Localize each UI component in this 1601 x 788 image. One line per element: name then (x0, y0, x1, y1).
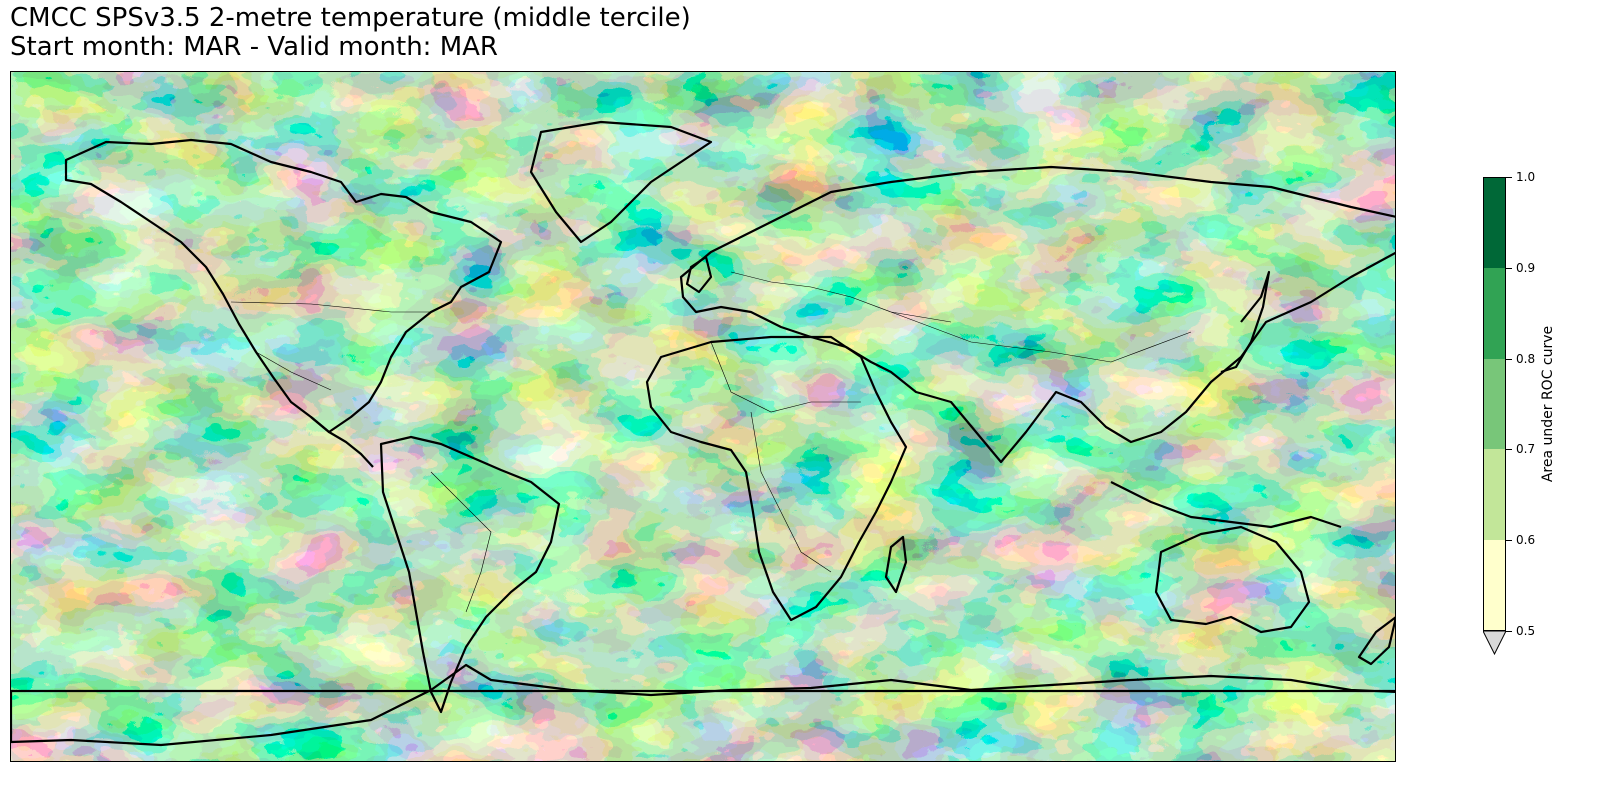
country-borders (230, 271, 1192, 613)
title-line-2: Start month: MAR - Valid month: MAR (10, 32, 498, 62)
colorbar-extend-triangle (1483, 631, 1506, 655)
coast-indonesia (1110, 481, 1342, 529)
colorbar-tick (1506, 358, 1512, 360)
coast-british-isles (685, 255, 713, 294)
coast-south-america (379, 435, 561, 714)
border-africa-2 (750, 411, 832, 573)
coast-north-america (64, 138, 503, 434)
border-africa-1 (710, 341, 861, 413)
colorbar-title: Area under ROC curve (1540, 325, 1556, 483)
border-us-canada (230, 301, 431, 313)
map-panel (10, 71, 1396, 762)
world-map (11, 72, 1395, 761)
colorbar-tick-label: 0.5 (1516, 624, 1536, 638)
colorbar-tick (1506, 267, 1512, 269)
colorbar-tick (1506, 631, 1512, 632)
colorbar-segment (1483, 449, 1506, 541)
border-europe (730, 271, 952, 323)
title-line-1: CMCC SPSv3.5 2-metre temperature (middle… (10, 3, 691, 33)
coast-japan (1220, 270, 1271, 374)
skill-field (11, 72, 1395, 761)
coast-greenland (529, 120, 713, 244)
border-asia (890, 311, 1192, 363)
colorbar-segment (1483, 177, 1506, 268)
border-us-mexico (255, 351, 332, 391)
colorbar-segment (1483, 267, 1506, 359)
coast-europe-asia (679, 165, 1395, 464)
colorbar-tick-label: 0.6 (1516, 533, 1536, 548)
coast-central-america (310, 416, 374, 468)
colorbar-segment (1483, 358, 1506, 450)
coast-antarctica (11, 663, 1395, 747)
colorbar-tick (1506, 449, 1512, 451)
colorbar-tick-label: 1.0 (1516, 170, 1536, 184)
colorbar-tick (1506, 177, 1512, 178)
coast-new-zealand (1357, 616, 1395, 666)
colorbar-tick-label: 0.8 (1516, 351, 1536, 366)
coast-africa (645, 335, 908, 622)
colorbar-tick-label: 0.7 (1516, 442, 1536, 457)
colorbar-tick (1506, 540, 1512, 542)
coastlines (11, 120, 1395, 747)
coast-madagascar (884, 535, 908, 594)
border-south-america (430, 471, 492, 613)
colorbar-tick-label: 0.9 (1516, 260, 1536, 275)
colorbar (1483, 177, 1506, 631)
figure-title: CMCC SPSv3.5 2-metre temperature (middle… (10, 4, 691, 62)
colorbar-segment (1483, 540, 1506, 631)
coast-australia (1154, 525, 1311, 634)
